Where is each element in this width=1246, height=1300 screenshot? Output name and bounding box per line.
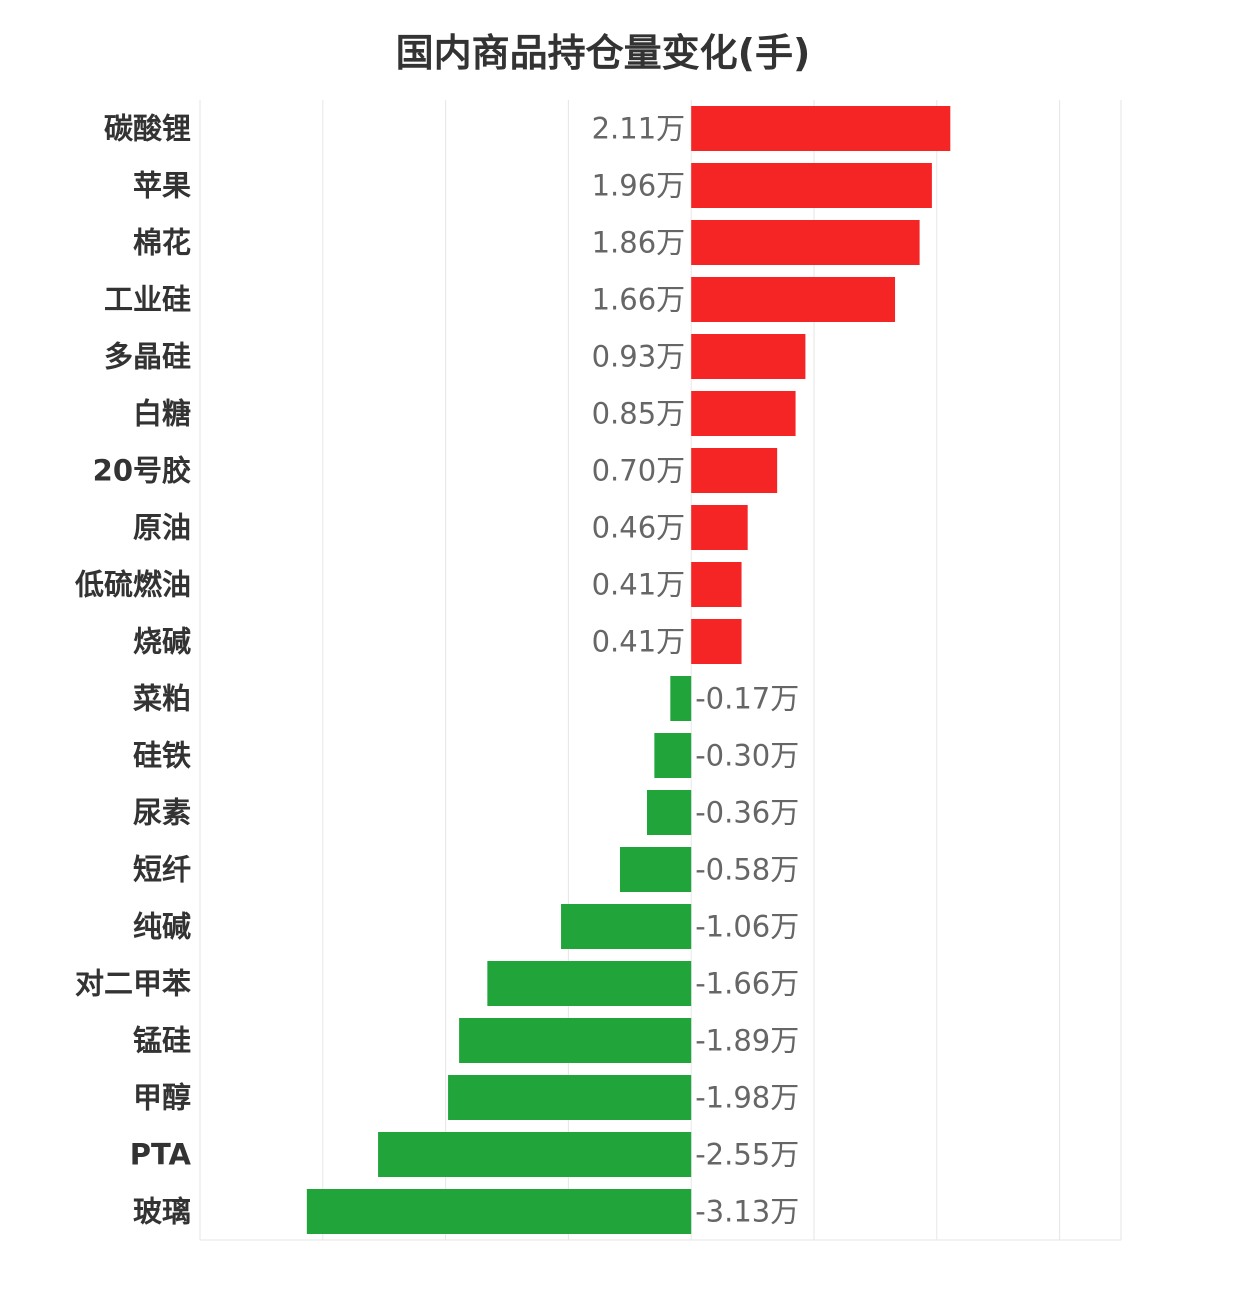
category-label: 多晶硅	[104, 340, 191, 374]
bar	[306, 1189, 692, 1234]
category-label: 甲醇	[133, 1081, 191, 1115]
data-label: 0.46万	[592, 511, 686, 545]
bar	[691, 448, 778, 493]
category-label: 尿素	[133, 796, 191, 830]
bar	[691, 220, 920, 265]
bar	[619, 847, 692, 892]
category-label: 对二甲苯	[75, 967, 191, 1001]
data-label: 0.93万	[592, 340, 686, 374]
bar	[691, 106, 951, 151]
data-label: -1.66万	[695, 967, 799, 1001]
category-label: 碳酸锂	[104, 112, 191, 146]
data-label: 1.86万	[592, 226, 686, 260]
bar	[691, 163, 932, 208]
category-label: 白糖	[133, 397, 191, 431]
bar	[654, 733, 692, 778]
bar	[670, 676, 692, 721]
bar	[691, 562, 742, 607]
data-label: -0.17万	[695, 682, 799, 716]
bar	[691, 505, 748, 550]
category-label: 20号胶	[93, 454, 191, 488]
category-label: 苹果	[133, 169, 191, 203]
bar	[378, 1132, 692, 1177]
category-label: 菜粕	[133, 682, 191, 716]
data-label: 0.41万	[592, 625, 686, 659]
category-label: 玻璃	[133, 1195, 191, 1229]
data-label: 0.85万	[592, 397, 686, 431]
bar	[691, 391, 796, 436]
bar	[691, 619, 742, 664]
data-label: 2.11万	[592, 112, 686, 146]
data-label: -1.98万	[695, 1081, 799, 1115]
bar	[448, 1075, 692, 1120]
data-label: 0.41万	[592, 568, 686, 602]
data-label: 1.66万	[592, 283, 686, 317]
category-label: 原油	[133, 511, 191, 545]
bar	[691, 334, 806, 379]
category-label: 低硫燃油	[74, 568, 191, 602]
category-label: 纯碱	[133, 910, 191, 944]
data-label: -3.13万	[695, 1195, 799, 1229]
category-label: 锰硅	[133, 1024, 191, 1058]
category-label: 短纤	[133, 853, 191, 887]
data-label: 1.96万	[592, 169, 686, 203]
bar	[646, 790, 692, 835]
bar	[691, 277, 896, 322]
data-label: -0.30万	[695, 739, 799, 773]
bar	[561, 904, 692, 949]
bar	[487, 961, 692, 1006]
data-label: -2.55万	[695, 1138, 799, 1172]
data-label: -0.58万	[695, 853, 799, 887]
data-label: 0.70万	[592, 454, 686, 488]
category-label: PTA	[130, 1138, 192, 1172]
category-label: 硅铁	[133, 739, 191, 773]
data-label: -1.89万	[695, 1024, 799, 1058]
chart-title: 国内商品持仓量变化(手)	[395, 31, 811, 75]
data-label: -1.06万	[695, 910, 799, 944]
bar	[459, 1018, 692, 1063]
category-label: 烧碱	[133, 625, 191, 659]
data-label: -0.36万	[695, 796, 799, 830]
category-label: 棉花	[133, 226, 191, 260]
category-label: 工业硅	[104, 283, 191, 317]
